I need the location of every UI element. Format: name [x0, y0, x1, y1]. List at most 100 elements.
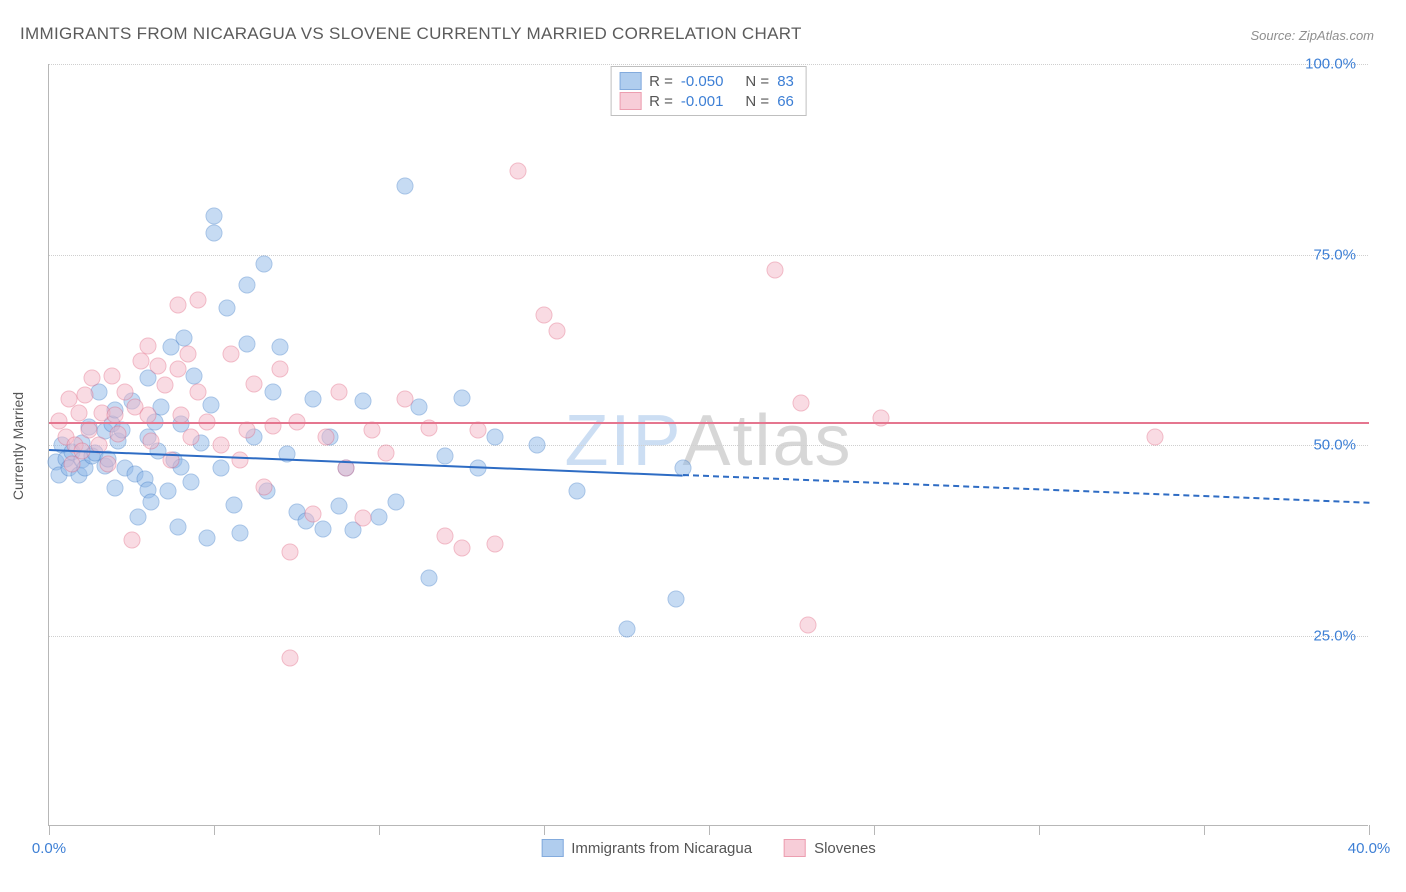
legend-n-label: N =: [745, 73, 769, 90]
scatter-marker: [156, 376, 173, 393]
x-tick: [214, 825, 215, 835]
scatter-marker: [225, 497, 242, 514]
scatter-marker: [272, 339, 289, 356]
scatter-marker: [437, 528, 454, 545]
legend-series-name: Slovenes: [814, 840, 876, 857]
scatter-marker: [133, 353, 150, 370]
scatter-marker: [189, 292, 206, 309]
scatter-marker: [281, 543, 298, 560]
scatter-marker: [70, 404, 87, 421]
trend-line: [49, 422, 1369, 424]
y-tick-label: 75.0%: [1313, 246, 1356, 263]
legend-bottom-item: Slovenes: [784, 839, 876, 857]
scatter-marker: [176, 330, 193, 347]
legend-swatch: [784, 839, 806, 857]
scatter-marker: [149, 357, 166, 374]
scatter-marker: [219, 299, 236, 316]
scatter-marker: [397, 177, 414, 194]
scatter-marker: [116, 383, 133, 400]
x-tick: [709, 825, 710, 835]
scatter-marker: [123, 532, 140, 549]
scatter-marker: [281, 650, 298, 667]
gridline-h: [49, 64, 1368, 65]
x-tick: [1039, 825, 1040, 835]
scatter-marker: [420, 570, 437, 587]
scatter-marker: [103, 368, 120, 385]
y-tick-label: 50.0%: [1313, 437, 1356, 454]
legend-bottom-item: Immigrants from Nicaragua: [541, 839, 752, 857]
x-tick-label: 40.0%: [1348, 840, 1391, 857]
scatter-marker: [314, 520, 331, 537]
gridline-h: [49, 636, 1368, 637]
scatter-marker: [189, 383, 206, 400]
legend-n-value: 66: [777, 93, 794, 110]
legend-series-name: Immigrants from Nicaragua: [571, 840, 752, 857]
scatter-marker: [212, 459, 229, 476]
legend-swatch: [619, 92, 641, 110]
scatter-marker: [186, 368, 203, 385]
scatter-marker: [50, 412, 67, 429]
scatter-marker: [800, 616, 817, 633]
scatter-marker: [182, 473, 199, 490]
legend-r-value: -0.001: [681, 93, 724, 110]
legend-r-value: -0.050: [681, 73, 724, 90]
scatter-marker: [486, 536, 503, 553]
legend-swatch: [541, 839, 563, 857]
scatter-marker: [767, 261, 784, 278]
chart-title: IMMIGRANTS FROM NICARAGUA VS SLOVENE CUR…: [20, 24, 802, 44]
x-tick: [379, 825, 380, 835]
scatter-marker: [387, 494, 404, 511]
scatter-marker: [618, 621, 635, 638]
x-tick: [49, 825, 50, 835]
scatter-marker: [169, 360, 186, 377]
scatter-marker: [318, 429, 335, 446]
scatter-marker: [159, 482, 176, 499]
scatter-marker: [486, 429, 503, 446]
scatter-marker: [83, 369, 100, 386]
scatter-marker: [354, 392, 371, 409]
scatter-marker: [245, 376, 262, 393]
scatter-marker: [140, 406, 157, 423]
scatter-marker: [143, 494, 160, 511]
scatter-marker: [371, 509, 388, 526]
plot-area: ZIPAtlas 25.0%50.0%75.0%100.0%0.0%40.0%R…: [48, 64, 1368, 826]
scatter-marker: [77, 387, 94, 404]
scatter-marker: [509, 162, 526, 179]
scatter-marker: [206, 225, 223, 242]
gridline-h: [49, 255, 1368, 256]
scatter-marker: [107, 479, 124, 496]
scatter-marker: [549, 322, 566, 339]
x-tick: [1204, 825, 1205, 835]
legend-top: R =-0.050N =83R =-0.001N =66: [610, 66, 807, 116]
legend-swatch: [619, 72, 641, 90]
source-label: Source: ZipAtlas.com: [1250, 28, 1374, 43]
scatter-marker: [182, 429, 199, 446]
scatter-marker: [173, 406, 190, 423]
scatter-marker: [529, 437, 546, 454]
scatter-marker: [179, 345, 196, 362]
scatter-marker: [536, 307, 553, 324]
gridline-h: [49, 445, 1368, 446]
scatter-marker: [397, 391, 414, 408]
scatter-marker: [331, 497, 348, 514]
x-tick: [1369, 825, 1370, 835]
scatter-marker: [453, 539, 470, 556]
scatter-marker: [100, 456, 117, 473]
scatter-marker: [793, 395, 810, 412]
scatter-marker: [453, 389, 470, 406]
watermark-part-2: Atlas: [682, 400, 852, 480]
y-tick-label: 25.0%: [1313, 627, 1356, 644]
legend-n-value: 83: [777, 73, 794, 90]
scatter-marker: [222, 345, 239, 362]
scatter-marker: [169, 296, 186, 313]
watermark-part-1: ZIP: [564, 400, 682, 480]
legend-r-label: R =: [649, 93, 673, 110]
y-tick-label: 100.0%: [1305, 56, 1356, 73]
scatter-marker: [255, 478, 272, 495]
scatter-marker: [272, 360, 289, 377]
scatter-marker: [437, 448, 454, 465]
scatter-marker: [668, 590, 685, 607]
y-axis-label: Currently Married: [10, 392, 26, 500]
scatter-marker: [232, 452, 249, 469]
scatter-marker: [255, 255, 272, 272]
